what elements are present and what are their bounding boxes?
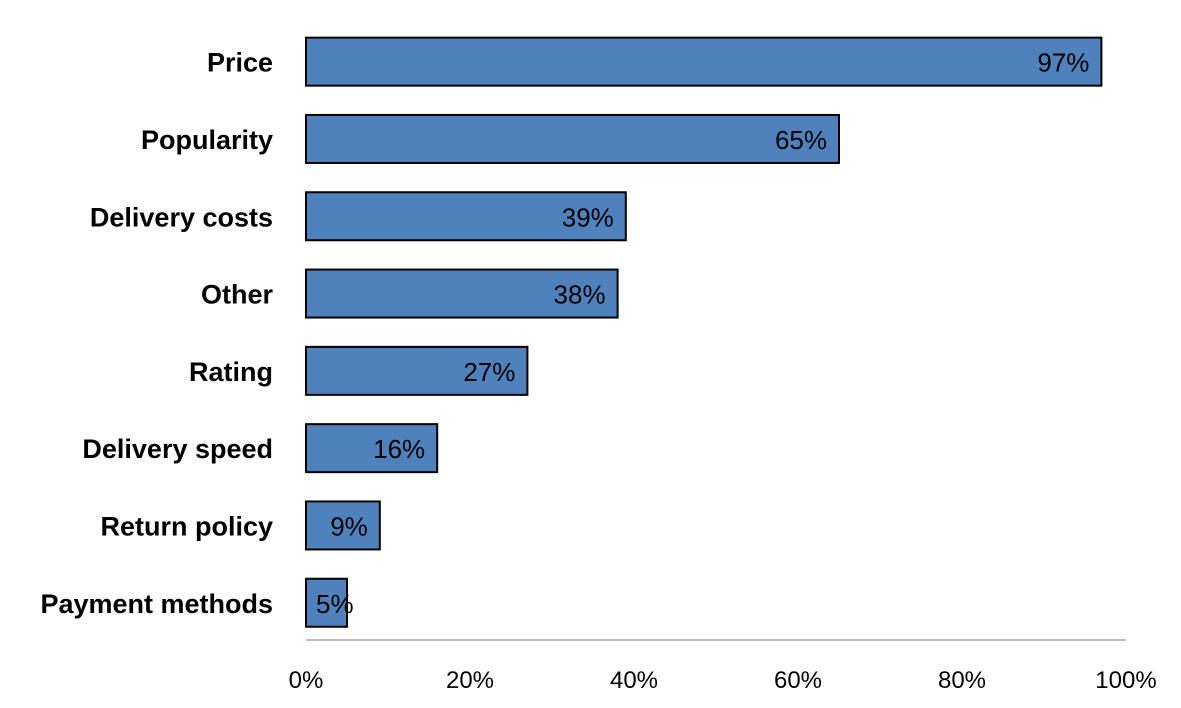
category-labels-layer: Price Popularity Delivery costs Other Rating… — [40, 48, 273, 619]
x-tick-label: 100% — [1095, 667, 1156, 694]
data-label-popularity: 65% — [775, 125, 827, 155]
bar-return-policy — [305, 500, 381, 551]
data-labels-layer: 97% 65% 39% 38% 27% 16% 9% 5% — [316, 48, 1089, 619]
x-tick-label: 0% — [289, 667, 324, 694]
x-tick-label: 60% — [774, 667, 822, 694]
data-label-other: 38% — [554, 280, 606, 310]
data-label-rating: 27% — [463, 357, 515, 387]
bar-delivery-costs — [305, 191, 627, 242]
x-tick-label: 40% — [610, 667, 658, 694]
bar-price — [305, 36, 1103, 87]
bar-payment-methods — [305, 577, 348, 628]
data-label-payment-methods: 5% — [316, 589, 354, 619]
category-label-delivery-costs: Delivery costs — [90, 202, 273, 232]
category-label-return-policy: Return policy — [100, 511, 273, 541]
category-label-payment-methods: Payment methods — [40, 589, 273, 619]
data-label-return-policy: 9% — [330, 511, 368, 541]
bar-delivery-speed — [305, 423, 439, 474]
bar-rating — [305, 345, 529, 396]
category-label-rating: Rating — [189, 357, 273, 387]
bar-popularity — [305, 113, 840, 164]
category-label-popularity: Popularity — [141, 125, 273, 155]
x-tick-label: 20% — [446, 667, 494, 694]
data-label-delivery-costs: 39% — [562, 202, 614, 232]
x-axis: 0% 20% 40% 60% 80% 100% — [289, 639, 1157, 694]
category-label-price: Price — [207, 48, 273, 78]
bars-layer — [305, 36, 1103, 628]
category-label-other: Other — [201, 280, 274, 310]
x-tick-label: 80% — [938, 667, 986, 694]
data-label-price: 97% — [1037, 48, 1089, 78]
data-label-delivery-speed: 16% — [373, 434, 425, 464]
bar-other — [305, 268, 619, 319]
category-label-delivery-speed: Delivery speed — [82, 434, 273, 464]
